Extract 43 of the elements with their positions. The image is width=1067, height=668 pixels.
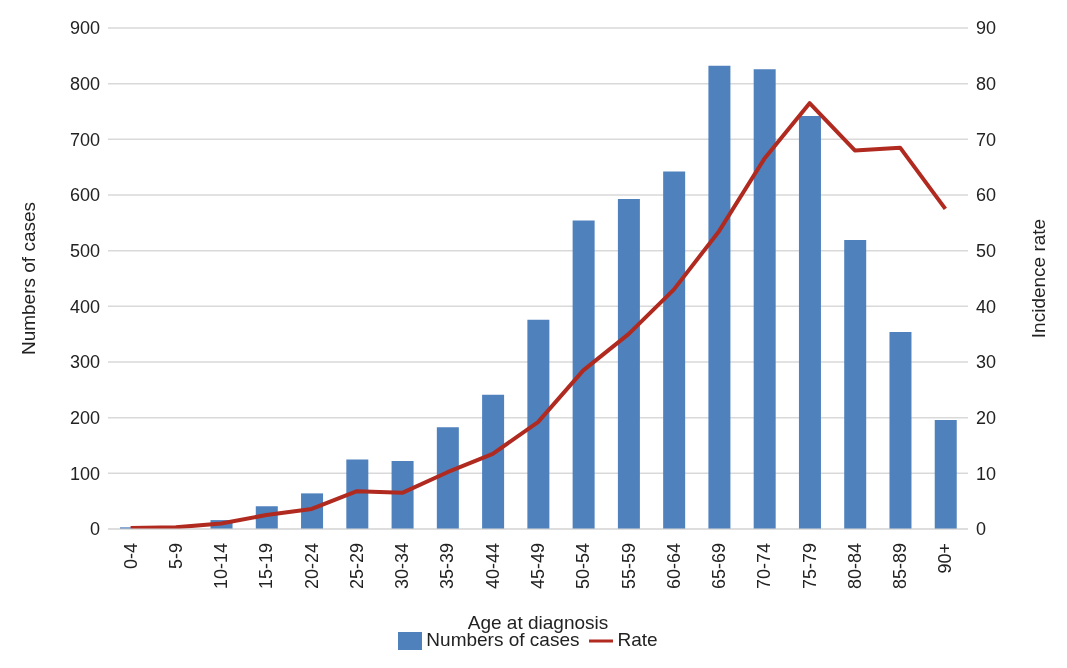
y2-tick-label: 30 (976, 352, 997, 373)
y2-axis-title: Incidence rate (1027, 218, 1049, 339)
x-tick-label: 80-84 (844, 543, 865, 590)
x-tick-label: 20-24 (301, 543, 322, 590)
y2-tick-label: 80 (976, 74, 997, 95)
y-tick-label: 0 (89, 519, 100, 540)
x-tick-label: 90+ (935, 543, 956, 574)
y-tick-label: 500 (69, 241, 100, 262)
y2-tick-label: 50 (976, 241, 997, 262)
x-tick-label: 30-34 (392, 543, 413, 590)
y-tick-label: 100 (69, 463, 100, 484)
x-tick-label: 60-64 (663, 543, 684, 590)
x-tick-label: 45-49 (528, 543, 548, 590)
x-tick-label: 70-74 (754, 543, 775, 590)
x-tick-label: 5-9 (165, 543, 186, 570)
y-tick-label: 900 (69, 18, 100, 39)
x-tick-label: 10-14 (211, 543, 232, 590)
x-axis-title: Age at diagnosis (467, 612, 609, 633)
y-tick-label: 600 (69, 185, 100, 206)
y2-tick-label: 20 (976, 408, 997, 429)
y-tick-label: 400 (69, 296, 100, 317)
y-axis-title: Numbers of cases (17, 201, 39, 356)
x-tick-label: 0-4 (120, 543, 141, 570)
y2-tick-label: 70 (976, 129, 997, 150)
y2-tick-label: 10 (976, 463, 997, 484)
x-tick-label: 75-79 (799, 543, 820, 590)
x-tick-label: 55-59 (618, 543, 639, 590)
x-tick-label: 40-44 (482, 543, 503, 590)
y-tick-label: 300 (69, 352, 100, 373)
y-tick-label: 800 (69, 74, 100, 95)
legend-label: Rate (617, 629, 658, 651)
x-tick-label: 85-89 (890, 543, 911, 590)
x-tick-label: 15-19 (256, 543, 277, 590)
x-tick-label: 50-54 (573, 543, 594, 590)
y2-tick-label: 40 (976, 296, 997, 317)
y2-tick-label: 90 (976, 18, 997, 39)
y2-tick-label: 0 (976, 519, 987, 540)
y-tick-label: 700 (69, 129, 100, 150)
x-tick-label: 25-29 (346, 543, 367, 590)
y2-tick-label: 60 (976, 185, 997, 206)
y-tick-label: 200 (69, 408, 100, 429)
x-tick-label: 65-69 (709, 543, 730, 590)
x-tick-label: 35-39 (437, 543, 458, 590)
